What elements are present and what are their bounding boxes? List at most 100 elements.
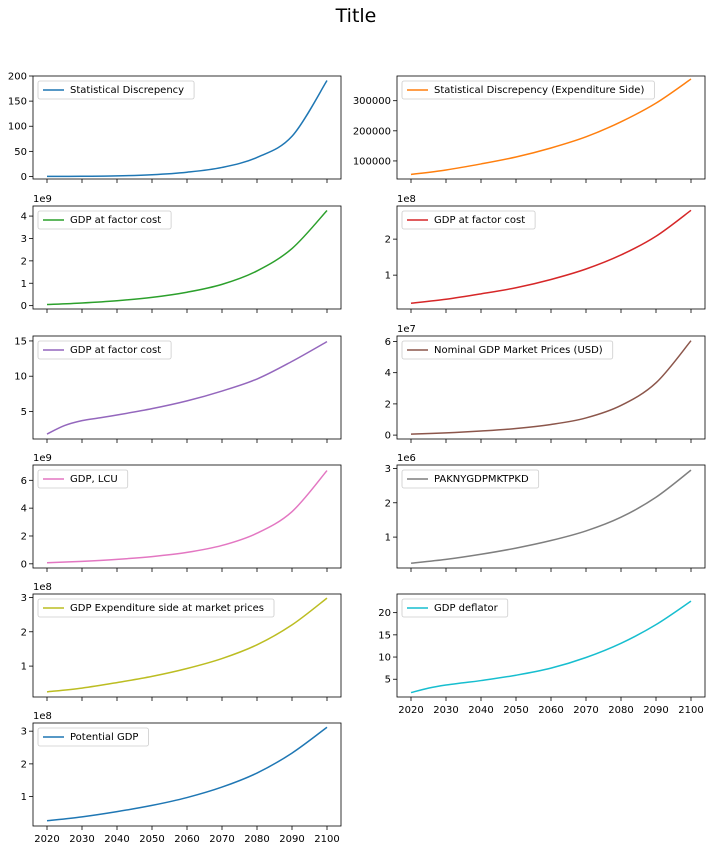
x-tick-label: 2020 [398,705,423,716]
legend-label: GDP Expenditure side at market prices [70,603,264,614]
series-line [410,209,692,304]
x-tick-label: 2060 [538,705,563,716]
subplot-11: 2020 2030 2040 2050 2060 2070 2080 2090 2100 1 2 31… [21,711,342,845]
series-line [410,469,692,564]
subplot-7: 0 2 4 6 1e9 GDP, LCU [21,453,342,572]
legend-box [37,598,275,618]
y-tick-label: 1 [21,279,27,290]
legend-box [37,210,172,230]
x-tick-label: 2080 [244,834,269,845]
legend-label: GDP at factor cost [70,215,161,226]
y-scale-exponent: 1e8 [397,194,416,205]
subplot-5: 5 10 15 GDP at factor cost [14,335,342,443]
y-scale-exponent: 1e6 [397,453,416,464]
y-tick-label: 50 [14,147,27,158]
y-scale-exponent: 1e9 [33,194,52,205]
series-line [46,470,328,564]
x-tick-label: 2050 [503,705,528,716]
y-tick-label: 2 [21,256,27,267]
y-tick-label: 0 [21,559,27,570]
y-tick-label: 300000 [353,96,391,107]
y-tick-label: 2 [21,531,27,542]
legend: Statistical Discrepency (Expenditure Sid… [401,80,655,100]
legend: Nominal GDP Market Prices (USD) [401,340,614,360]
y-tick-label: 2 [385,498,391,509]
subplot-4: 1 2 1e8 GDP at factor cost [385,194,706,313]
y-tick-label: 10 [378,653,391,664]
legend: GDP at factor cost [37,340,172,360]
series-line [46,340,328,435]
y-tick-label: 200000 [353,126,391,137]
series-line [410,600,692,694]
series-line [46,209,328,306]
legend-box [37,469,129,489]
x-tick-label: 2040 [468,705,493,716]
y-tick-label: 1 [21,662,27,673]
subplot-8: 1 2 3 1e6 PAKNYGDPMKTPKD [385,453,706,572]
series-line [46,80,328,178]
legend: PAKNYGDPMKTPKD [401,469,540,489]
x-tick-label: 2070 [573,705,598,716]
subplot-3: 0 1 2 3 4 1e9 GDP at factor cost [21,194,342,313]
y-tick-label: 3 [385,464,391,475]
x-tick-label: 2050 [139,834,164,845]
legend-label: Statistical Discrepency (Expenditure Sid… [434,85,644,96]
subplot-9: 1 2 3 1e8 GDP Expenditure side at market pri… [21,582,342,701]
y-tick-label: 0 [385,431,391,442]
y-tick-label: 10 [14,372,27,383]
y-tick-label: 20 [378,608,391,619]
y-tick-label: 4 [21,504,27,515]
y-tick-label: 150 [8,97,27,108]
series-line [410,340,692,435]
y-tick-label: 1 [385,271,391,282]
legend-box [401,210,536,230]
legend: GDP Expenditure side at market prices [37,598,275,618]
x-tick-label: 2100 [678,705,703,716]
y-tick-label: 3 [21,593,27,604]
x-tick-label: 2030 [69,834,94,845]
legend-box [401,469,540,489]
y-scale-exponent: 1e9 [33,453,52,464]
legend-box [401,80,655,100]
subplot-2: 100000 200000 300000 Statistical Discrepenc… [353,75,706,183]
figure-title: Title [335,5,377,27]
x-tick-label: 2040 [104,834,129,845]
legend-label: GDP deflator [434,603,499,614]
x-tick-label: 2080 [608,705,633,716]
y-tick-label: 100 [8,122,27,133]
y-scale-exponent: 1e7 [397,324,416,335]
y-tick-label: 0 [21,172,27,183]
y-tick-label: 1 [21,792,27,803]
legend-box [37,340,172,360]
subplot-10: 2020 2030 2040 2050 2060 2070 2080 2090 2100 5 10 1… [378,593,706,716]
y-tick-label: 200 [8,72,27,83]
legend-box [401,340,614,360]
legend-label: Potential GDP [70,732,138,743]
x-tick-label: 2100 [314,834,339,845]
y-tick-label: 0 [21,301,27,312]
legend: GDP at factor cost [401,210,536,230]
y-tick-label: 100000 [353,156,391,167]
y-tick-label: 2 [385,235,391,246]
legend: GDP at factor cost [37,210,172,230]
legend: GDP, LCU [37,469,129,489]
x-tick-label: 2020 [34,834,59,845]
legend-label: Nominal GDP Market Prices (USD) [434,345,603,356]
legend-label: Statistical Discrepency [70,85,184,96]
series-line [410,78,692,176]
y-scale-exponent: 1e8 [33,582,52,593]
legend: Statistical Discrepency [37,80,195,100]
subplot-1: 0 50 100 150 200 Statistical Discrepency [8,72,342,183]
y-tick-label: 5 [21,407,27,418]
legend-label: GDP, LCU [70,474,118,485]
y-tick-label: 6 [21,476,27,487]
y-tick-label: 4 [21,212,27,223]
x-tick-label: 2070 [209,834,234,845]
series-line [46,726,328,822]
legend-box [401,598,509,618]
series-line [46,597,328,693]
y-tick-label: 2 [21,627,27,638]
x-tick-label: 2060 [174,834,199,845]
y-tick-label: 1 [385,533,391,544]
